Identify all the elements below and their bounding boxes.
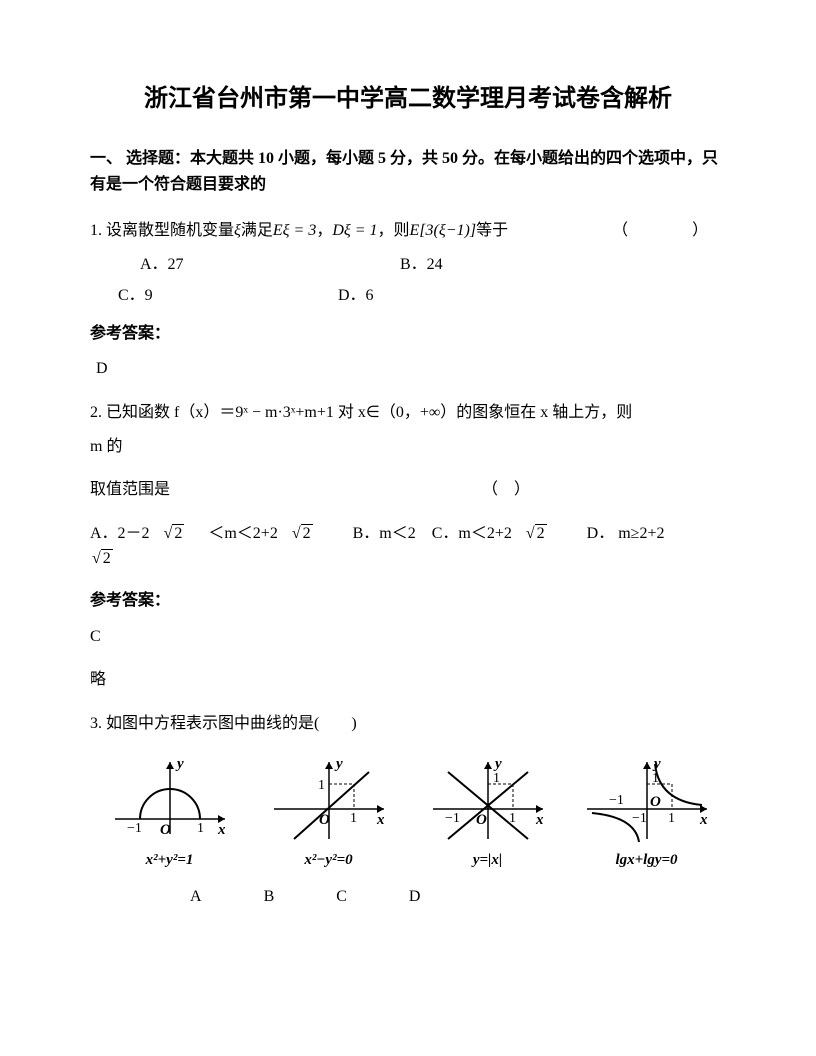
- figure-c-caption: y=|x|: [473, 848, 502, 872]
- page-title: 浙江省台州市第一中学高二数学理月考试卷含解析: [90, 80, 726, 118]
- sqrt-icon: 2: [524, 521, 559, 547]
- figure-c: 1 1 −1 O x y y=|x|: [418, 754, 558, 872]
- q1-answer: D: [96, 356, 726, 382]
- question-2: 2. 已知函数 f（x）＝9ˣ − m·3ˣ+m+1 对 x∈（0，+∞）的图象…: [90, 400, 726, 572]
- q2-opt-d-pre: D． m≥2+2: [587, 525, 665, 542]
- q2-opt-a-mid: ＜m＜2+2: [208, 525, 277, 542]
- svg-text:1: 1: [350, 811, 357, 826]
- svg-text:x: x: [699, 812, 708, 828]
- svg-text:1: 1: [668, 811, 675, 826]
- q1-mid3: ，则: [378, 222, 410, 239]
- svg-text:1: 1: [652, 771, 659, 786]
- q1-suffix: 等于 （ ）: [476, 222, 708, 239]
- sqrt-rad: 2: [172, 524, 184, 542]
- q1-opt-a: A．27: [140, 252, 400, 278]
- svg-text:−1: −1: [127, 821, 142, 836]
- q2-opt-a-pre: A．2－2: [90, 525, 150, 542]
- q2-line1a: 2. 已知函数 f（x）＝: [90, 404, 235, 421]
- svg-text:O: O: [160, 822, 171, 838]
- q2-line2: m 的: [90, 434, 726, 460]
- svg-text:y: y: [652, 756, 661, 772]
- svg-text:1: 1: [197, 821, 204, 836]
- question-1: 1. 设离散型随机变量ξ满足Eξ = 3，Dξ = 1，则E[3(ξ−1)]等于…: [90, 218, 726, 309]
- q1-opt-d: D．6: [338, 283, 374, 309]
- sqrt-icon: 2: [162, 521, 197, 547]
- q1-opt-c: C．9: [118, 283, 338, 309]
- question-3: 3. 如图中方程表示图中曲线的是( ) −1 1 O x y x²+y²=1: [90, 711, 726, 910]
- sqrt-icon: 2: [90, 546, 125, 572]
- svg-text:1: 1: [493, 771, 500, 786]
- sqrt-rad: 2: [301, 524, 313, 542]
- sqrt-rad: 2: [535, 524, 547, 542]
- q1-opt-b: B．24: [400, 252, 443, 278]
- section-heading: 一、 选择题：本大题共 10 小题，每小题 5 分，共 50 分。在每小题给出的…: [90, 146, 726, 197]
- q2-note: 略: [90, 667, 726, 693]
- q3-label-a: A: [190, 884, 202, 910]
- q3-label-d: D: [409, 884, 421, 910]
- q2-opt-c-pre: C．m＜2+2: [432, 525, 512, 542]
- q2-opt-a: A．2－2 2 ＜m＜2+2 2: [90, 525, 337, 542]
- svg-text:O: O: [319, 812, 330, 828]
- svg-text:−1: −1: [609, 793, 624, 808]
- figure-a: −1 1 O x y x²+y²=1: [100, 754, 240, 872]
- svg-text:O: O: [650, 794, 661, 810]
- svg-text:y: y: [334, 756, 343, 772]
- svg-text:x: x: [376, 812, 385, 828]
- svg-text:y: y: [493, 756, 502, 772]
- q1-mid2: ，: [316, 222, 332, 239]
- q2-inf: +∞: [420, 404, 440, 421]
- svg-text:1: 1: [509, 811, 516, 826]
- svg-text:x: x: [535, 812, 544, 828]
- q1-expr2: Eξ = 3: [273, 218, 316, 244]
- figure-d-caption: lgx+lgy=0: [615, 848, 677, 872]
- q2-line1b: +m+1 对 x∈（0，: [295, 404, 419, 421]
- q3-label-b: B: [264, 884, 275, 910]
- answer-label-1: 参考答案：: [90, 321, 726, 347]
- svg-text:1: 1: [318, 778, 325, 793]
- svg-text:−1: −1: [632, 811, 647, 826]
- q1-expr3: Dξ = 1: [332, 218, 377, 244]
- figure-d: 1 1 −1 −1 O x y lgx+lgy=0: [577, 754, 717, 872]
- q2-opt-c: C．m＜2+2 2: [432, 525, 571, 542]
- q2-line1c: ）的图象恒在 x 轴上方，则: [440, 404, 632, 421]
- svg-text:y: y: [175, 756, 184, 772]
- answer-label-2: 参考答案：: [90, 588, 726, 614]
- sqrt-icon: 2: [290, 521, 325, 547]
- svg-text:x: x: [217, 822, 226, 838]
- figure-b: 1 1 O x y x²−y²=0: [259, 754, 399, 872]
- q3-text: 3. 如图中方程表示图中曲线的是( ): [90, 711, 726, 737]
- q1-xi: ξ: [234, 218, 241, 244]
- q2-opt-b: B．m＜2: [353, 525, 416, 542]
- q1-text-prefix: 1. 设离散型随机变量: [90, 222, 234, 239]
- q2-line3: 取值范围是 （ ）: [90, 477, 726, 503]
- figure-b-caption: x²−y²=0: [304, 848, 352, 872]
- svg-text:−1: −1: [445, 811, 460, 826]
- q2-expr1: 9ˣ − m·3ˣ: [235, 404, 295, 421]
- svg-text:O: O: [476, 812, 487, 828]
- sqrt-rad: 2: [101, 549, 113, 567]
- q1-mid1: 满足: [241, 222, 273, 239]
- q2-answer: C: [90, 624, 726, 650]
- q1-expr4: E[3(ξ−1)]: [410, 218, 477, 244]
- figure-a-caption: x²+y²=1: [146, 848, 194, 872]
- q3-label-c: C: [336, 884, 347, 910]
